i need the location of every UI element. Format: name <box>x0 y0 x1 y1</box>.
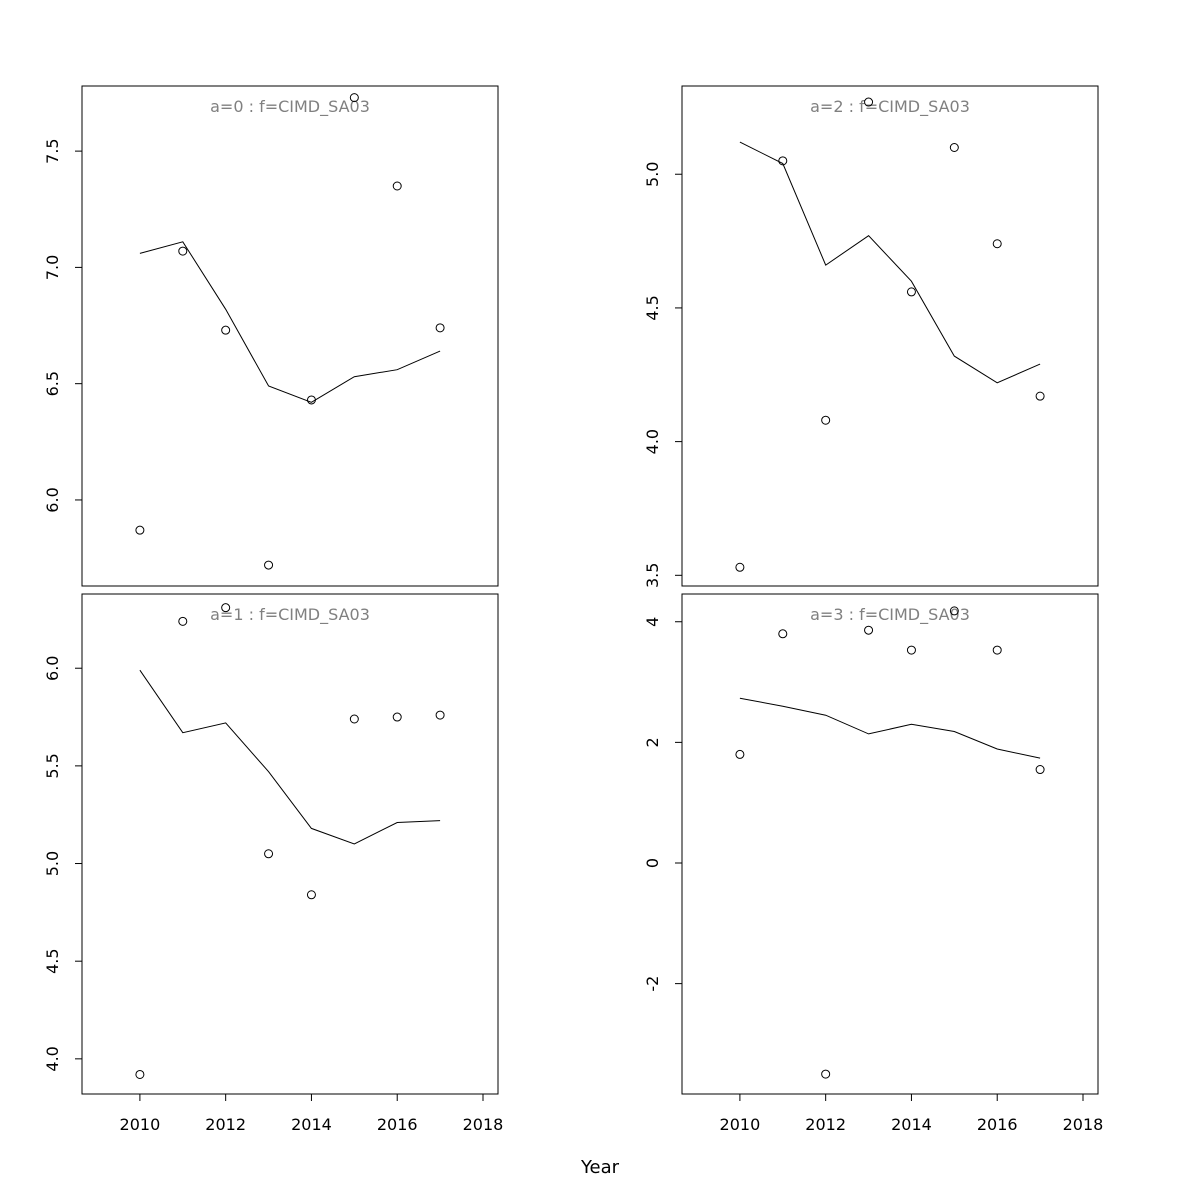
panel-2: a=1 : f=CIMD_SA03 4.0 4.5 5.0 5.5 6.0 2010 2012… <box>43 593 504 1134</box>
panel-frame <box>81 85 499 587</box>
y-tick-label: 4 <box>643 617 662 627</box>
observed-point <box>864 97 874 107</box>
observed-point <box>435 323 445 333</box>
panel-frame <box>681 593 1099 1095</box>
y-tick-label: 4.0 <box>43 1046 62 1071</box>
observed-point <box>949 142 959 152</box>
panel-frame <box>681 85 1099 587</box>
fitted-line <box>739 697 1041 759</box>
x-tick-label: 2010 <box>120 1115 161 1134</box>
observed-point <box>992 239 1002 249</box>
observed-point <box>135 525 145 535</box>
y-tick-label: 5.5 <box>43 753 62 778</box>
panel-3: a=3 : f=CIMD_SA03 -2 0 2 4 2010 2012 2014 2016 20… <box>643 593 1104 1134</box>
y-tick-label: 4.5 <box>643 295 662 320</box>
y-tick-label: 7.0 <box>43 255 62 280</box>
x-tick-label: 2018 <box>1063 1115 1104 1134</box>
y-tick-label: 6.0 <box>43 487 62 512</box>
observed-point <box>221 325 231 335</box>
observed-point <box>178 616 188 626</box>
observed-point <box>178 246 188 256</box>
observed-point <box>349 93 359 103</box>
panel-title: a=0 : f=CIMD_SA03 <box>210 97 370 117</box>
x-tick-label: 2014 <box>291 1115 332 1134</box>
y-tick-label: -2 <box>643 976 662 992</box>
observed-point <box>778 156 788 166</box>
observed-point <box>821 1069 831 1079</box>
y-tick-label: 0 <box>643 858 662 868</box>
y-tick-label: 5.0 <box>643 162 662 187</box>
panel-title: a=3 : f=CIMD_SA03 <box>810 605 970 625</box>
observed-point <box>392 712 402 722</box>
observed-point <box>349 714 359 724</box>
observed-point <box>992 645 1002 655</box>
x-tick-label: 2016 <box>977 1115 1018 1134</box>
observed-point <box>949 606 959 616</box>
y-tick-label: 5.0 <box>43 851 62 876</box>
panel-frame <box>81 593 499 1095</box>
panel-title: a=2 : f=CIMD_SA03 <box>810 97 970 117</box>
observed-point <box>392 181 402 191</box>
observed-point <box>1035 391 1045 401</box>
observed-point <box>306 890 316 900</box>
x-tick-label: 2010 <box>720 1115 761 1134</box>
y-tick-label: 4.5 <box>43 948 62 973</box>
y-tick-label: 2 <box>643 737 662 747</box>
panel-1: a=2 : f=CIMD_SA03 3.5 4.0 4.5 5.0 <box>643 85 1099 588</box>
x-tick-label: 2014 <box>891 1115 932 1134</box>
panel-title: a=1 : f=CIMD_SA03 <box>210 605 370 625</box>
y-tick-label: 6.5 <box>43 371 62 396</box>
observed-point <box>435 710 445 720</box>
observed-point <box>1035 765 1045 775</box>
y-tick-label: 7.5 <box>43 138 62 163</box>
fitted-line <box>139 669 441 845</box>
x-tick-label: 2012 <box>805 1115 846 1134</box>
fitted-line <box>139 241 441 403</box>
observed-point <box>906 645 916 655</box>
observed-point <box>264 849 274 859</box>
y-tick-label: 4.0 <box>643 429 662 454</box>
observed-point <box>306 395 316 405</box>
x-tick-label: 2016 <box>377 1115 418 1134</box>
x-tick-label: 2012 <box>205 1115 246 1134</box>
observed-point <box>821 415 831 425</box>
observed-point <box>221 603 231 613</box>
observed-point <box>778 629 788 639</box>
observed-point <box>135 1069 145 1079</box>
y-tick-label: 3.5 <box>643 563 662 588</box>
panel-0: a=0 : f=CIMD_SA03 6.0 6.5 7.0 7.5 <box>43 85 499 587</box>
observed-point <box>864 625 874 635</box>
observed-point <box>264 560 274 570</box>
x-tick-label: 2018 <box>463 1115 504 1134</box>
observed-point <box>735 749 745 759</box>
fitted-line <box>739 141 1041 384</box>
observed-point <box>735 562 745 572</box>
observed-point <box>906 287 916 297</box>
y-tick-label: 6.0 <box>43 655 62 680</box>
x-axis-label: Year <box>580 1157 620 1178</box>
